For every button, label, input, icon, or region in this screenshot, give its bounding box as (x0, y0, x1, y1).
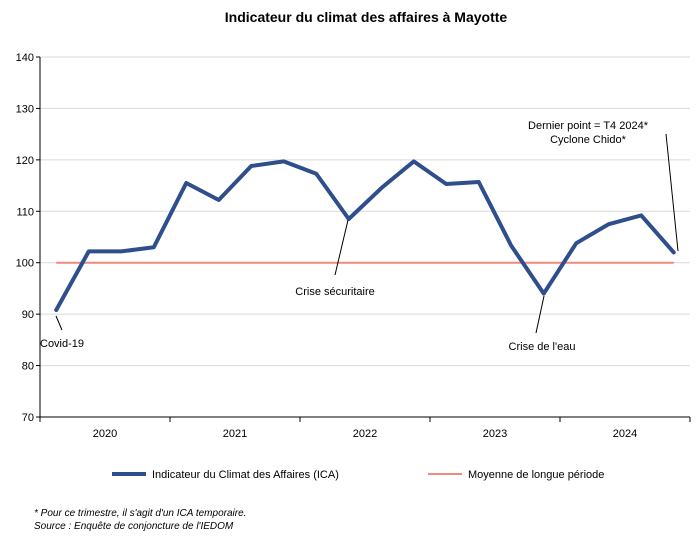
annotation-leader-covid (55, 315, 63, 331)
legend-label-ica: Indicateur du Climat des Affaires (ICA) (152, 469, 339, 481)
grid (40, 56, 690, 367)
y-tick-label-120: 120 (16, 155, 34, 167)
annotation-leader-crise-securitaire (334, 219, 349, 276)
annotation-covid: Covid-19 (40, 338, 84, 350)
annotation-crise-eau: Crise de l'eau (509, 341, 576, 353)
source-note: Source : Enquête de conjoncture de l'IED… (34, 521, 234, 532)
legend-label-moyenne: Moyenne de longue période (468, 469, 604, 481)
x-tick-label-2021: 2021 (223, 428, 247, 440)
y-tick-label-80: 80 (22, 361, 34, 373)
series-line-ica (54, 159, 676, 313)
x-tick-label-2023: 2023 (483, 428, 507, 440)
legend: Indicateur du Climat des Affaires (ICA) … (112, 469, 604, 481)
y-tick-labels: 70 80 90 100 110 120 130 140 (16, 52, 34, 424)
annotation-leader-dernier-point (665, 133, 679, 252)
annotation-crise-securitaire: Crise sécuritaire (295, 286, 374, 298)
x-tick-label-2024: 2024 (613, 428, 637, 440)
annotation-cyclone-chido: Cyclone Chido* (550, 134, 627, 146)
annotation-leader-crise-eau (535, 295, 545, 334)
y-tick-label-110: 110 (16, 206, 34, 218)
y-tick-label-100: 100 (16, 258, 34, 270)
y-tick-label-90: 90 (22, 309, 34, 321)
axes (36, 56, 691, 422)
y-tick-label-140: 140 (16, 52, 34, 64)
y-tick-label-70: 70 (22, 412, 34, 424)
annotation-dernier-point: Dernier point = T4 2024* (528, 120, 649, 132)
x-tick-labels: 2020 2021 2022 2023 2024 (93, 428, 637, 440)
x-tick-label-2022: 2022 (353, 428, 377, 440)
footnote: * Pour ce trimestre, il s'agit d'un ICA … (34, 508, 247, 519)
y-tick-label-130: 130 (16, 103, 34, 115)
annotations: Covid-19 Crise sécuritaire Crise de l'ea… (40, 120, 679, 353)
chart-title: Indicateur du climat des affaires à Mayo… (225, 9, 508, 25)
x-tick-label-2020: 2020 (93, 428, 117, 440)
series-lines (54, 159, 676, 313)
